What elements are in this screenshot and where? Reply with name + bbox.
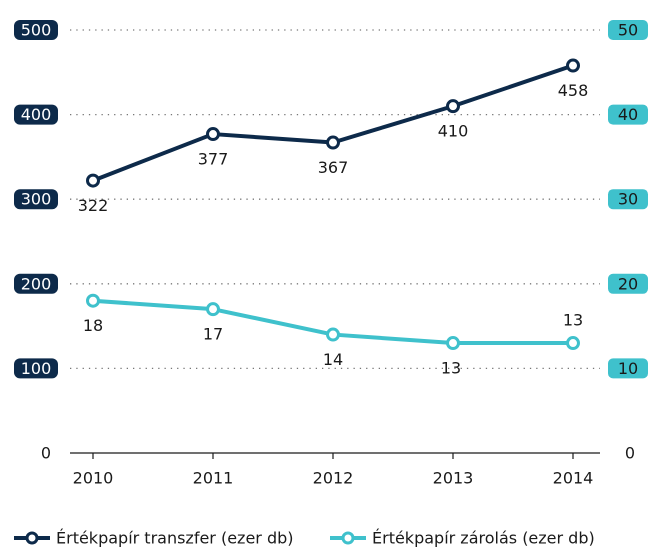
y2-tick-box bbox=[608, 358, 648, 379]
legend-label: Értékpapír zárolás (ezer db) bbox=[372, 529, 595, 548]
data-label: 18 bbox=[83, 316, 103, 335]
y2-tick-box bbox=[608, 20, 648, 40]
x-tick-label: 2014 bbox=[553, 469, 594, 488]
y-tick-label: 0 bbox=[41, 444, 51, 463]
legend-marker bbox=[341, 531, 355, 545]
data-point bbox=[326, 135, 340, 150]
y2-tick-box bbox=[608, 189, 648, 210]
y-tick-box bbox=[14, 358, 58, 379]
x-tick-label: 2013 bbox=[433, 469, 474, 488]
y-tick-box bbox=[14, 189, 58, 210]
data-label: 367 bbox=[318, 158, 349, 177]
y2-tick-label: 10 bbox=[618, 359, 638, 378]
data-point bbox=[206, 302, 220, 317]
data-label: 458 bbox=[558, 81, 589, 100]
y-tick-label: 200 bbox=[21, 274, 52, 293]
y2-tick-box bbox=[608, 104, 648, 125]
legend-label: Értékpapír transzfer (ezer db) bbox=[56, 529, 294, 548]
data-label: 322 bbox=[78, 196, 109, 215]
y-tick-box bbox=[14, 273, 58, 294]
legend-marker bbox=[25, 531, 39, 545]
data-point bbox=[326, 327, 340, 342]
data-point bbox=[206, 127, 220, 142]
data-point bbox=[566, 336, 580, 351]
y-tick-label: 500 bbox=[21, 21, 52, 40]
data-label: 410 bbox=[438, 122, 469, 141]
data-point bbox=[86, 293, 100, 308]
data-point bbox=[446, 336, 460, 351]
x-tick-label: 2011 bbox=[193, 469, 234, 488]
y-tick-box bbox=[14, 104, 58, 125]
data-label: 377 bbox=[198, 150, 229, 169]
y-tick-label: 100 bbox=[21, 359, 52, 378]
y2-tick-label: 50 bbox=[618, 21, 638, 40]
data-label: 17 bbox=[203, 325, 223, 344]
data-point bbox=[86, 173, 100, 188]
data-label: 13 bbox=[441, 359, 461, 378]
data-label: 14 bbox=[323, 350, 343, 369]
y2-tick-label: 0 bbox=[625, 444, 635, 463]
x-tick-label: 2010 bbox=[73, 469, 114, 488]
y2-tick-label: 20 bbox=[618, 274, 638, 293]
data-point bbox=[566, 58, 580, 73]
y2-tick-box bbox=[608, 273, 648, 294]
y2-tick-label: 30 bbox=[618, 190, 638, 209]
x-tick-label: 2012 bbox=[313, 469, 354, 488]
data-label: 13 bbox=[563, 311, 583, 330]
data-point bbox=[446, 99, 460, 114]
y-tick-label: 300 bbox=[21, 190, 52, 209]
y-tick-box bbox=[14, 20, 58, 40]
y2-tick-label: 40 bbox=[618, 105, 638, 124]
y-tick-label: 400 bbox=[21, 105, 52, 124]
